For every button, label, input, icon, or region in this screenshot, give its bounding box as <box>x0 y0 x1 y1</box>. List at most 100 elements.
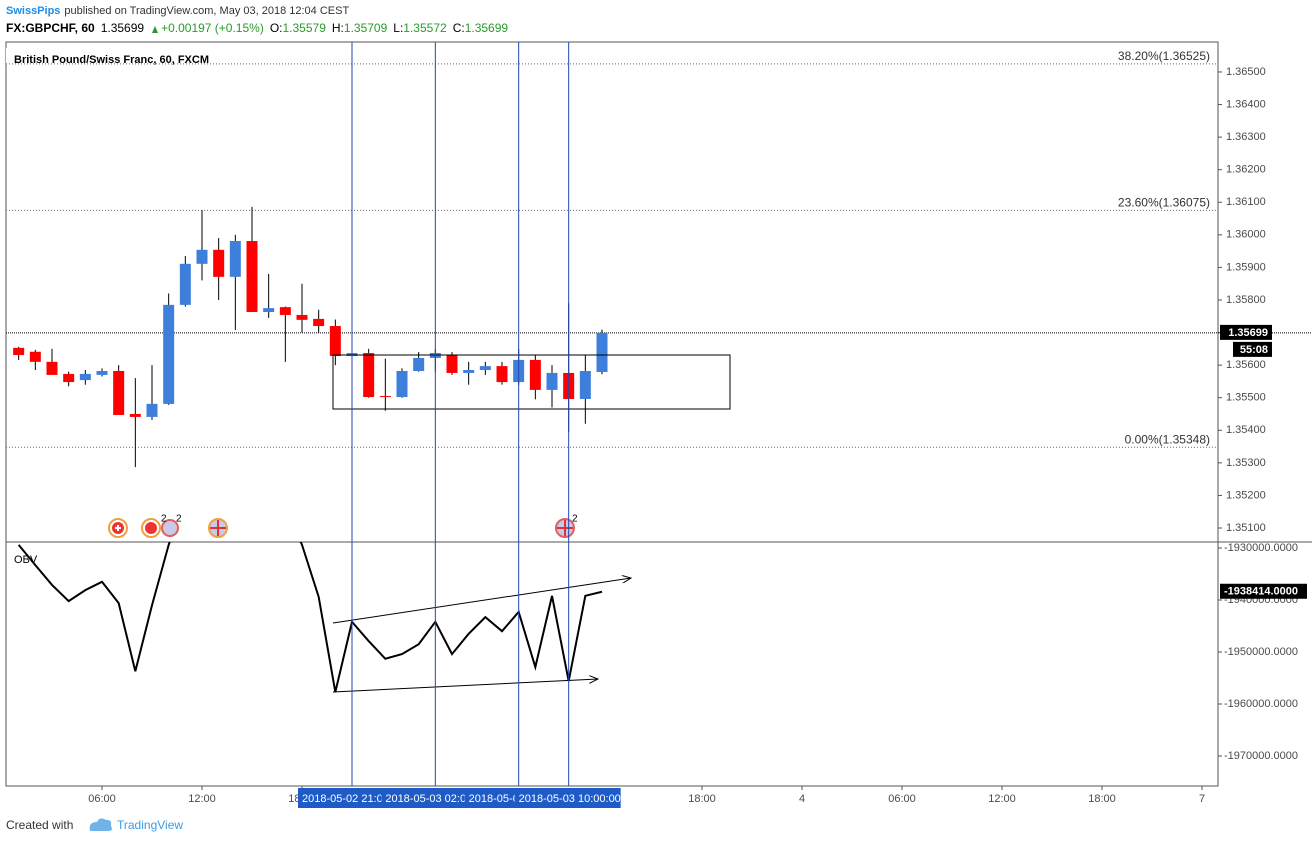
candle-body <box>29 351 41 362</box>
event-icon[interactable] <box>161 519 179 537</box>
event-badge: 2 <box>176 514 182 525</box>
candle-body <box>146 403 158 417</box>
x-tick-label: 12:00 <box>188 793 216 805</box>
candle-body <box>313 318 325 327</box>
time-label-box <box>514 788 621 808</box>
candle-body <box>213 249 225 277</box>
y-tick-label: 1.35200 <box>1226 489 1266 501</box>
countdown: 55:08 <box>1240 344 1268 356</box>
chart-frame <box>5 41 1219 787</box>
title-bg <box>6 48 236 64</box>
y-tick-label: -1960000.0000 <box>1224 698 1298 710</box>
field-label: O: <box>270 21 283 35</box>
y-tick-label: 1.35300 <box>1226 457 1266 469</box>
x-tick-label: 06:00 <box>888 793 916 805</box>
candle-body <box>579 370 591 400</box>
candle-body <box>79 373 91 381</box>
candle-body <box>363 353 375 398</box>
quote-line: FX:GBPCHF, 60 1.35699 +0.00197 (+0.15%) O:1… <box>6 21 508 35</box>
time-label: 2018-05-03 10:00:00 <box>519 793 621 805</box>
obv-line <box>17 542 603 693</box>
candle-body <box>196 249 208 264</box>
brand[interactable]: TradingView <box>117 818 183 832</box>
trend-arrow <box>332 679 598 693</box>
obv-pane <box>17 542 603 693</box>
event-icon <box>115 525 121 531</box>
candle-body <box>129 413 141 417</box>
candle-body <box>63 373 75 383</box>
candle-body <box>13 347 25 356</box>
y-tick-label: -1950000.0000 <box>1224 646 1298 658</box>
event-badge: 2 <box>572 514 578 525</box>
y-tick-label: 1.35600 <box>1226 359 1266 371</box>
event-icon <box>210 520 226 536</box>
author[interactable]: SwissPips <box>6 5 60 17</box>
candle-body <box>596 332 608 372</box>
time-label-box <box>298 788 404 808</box>
event-badge: 2 <box>161 514 167 525</box>
field-value: 1.35579 <box>283 21 327 35</box>
event-icon <box>557 520 573 536</box>
last-price-box <box>1220 324 1272 340</box>
field-value: 1.35572 <box>403 21 447 35</box>
y-tick-label: 1.36100 <box>1226 196 1266 208</box>
candle-body <box>413 357 425 371</box>
y-tick-label: 1.36500 <box>1226 66 1266 78</box>
candle-body <box>329 326 341 357</box>
y-tick-label: 1.35500 <box>1226 392 1266 404</box>
y-tick-label: 1.36300 <box>1226 131 1266 143</box>
last-price-label: 1.35699 <box>1228 327 1268 339</box>
field-label: L: <box>393 21 403 35</box>
last: 1.35699 <box>101 21 145 35</box>
x-tick-label: 4 <box>799 793 805 805</box>
price-title: British Pound/Swiss Franc, 60, FXCM <box>14 54 209 66</box>
y-tick-label: 1.35900 <box>1226 261 1266 273</box>
events: 2 2 2 <box>108 514 578 538</box>
candle-body <box>496 366 508 383</box>
x-tick-label: 18:00 <box>688 793 716 805</box>
last-value-label: -1938414.0000 <box>1224 586 1298 598</box>
field-value: 1.35699 <box>465 21 509 35</box>
candle-body <box>163 304 175 404</box>
candle-body <box>463 370 475 373</box>
candle-body <box>396 370 408 398</box>
candle-body <box>229 241 241 277</box>
time-label: 2018-05-03 02:00:00 <box>385 793 487 805</box>
fib-label: 23.60%(1.36075) <box>1118 196 1210 210</box>
field-label: C: <box>453 21 465 35</box>
symbol: FX:GBPCHF, 60 <box>6 21 95 35</box>
fib-label: 0.00%(1.35348) <box>1125 432 1210 446</box>
time-label-box <box>381 788 488 808</box>
candle-body <box>546 372 558 390</box>
candle-body <box>279 307 291 315</box>
candle-body <box>379 396 391 398</box>
y-tick-label: 1.36400 <box>1226 98 1266 110</box>
up-arrow <box>152 26 158 33</box>
candle-body <box>246 241 258 313</box>
footer-text: Created with <box>6 818 73 832</box>
y-tick-label: 1.35800 <box>1226 294 1266 306</box>
brand-logo <box>89 818 112 831</box>
x-tick-label: 18:00 <box>1088 793 1116 805</box>
x-tick-label: 7 <box>1199 793 1205 805</box>
fib-label: 38.20%(1.36525) <box>1118 49 1210 63</box>
y-tick-label: 1.35400 <box>1226 424 1266 436</box>
candle-body <box>479 366 491 371</box>
candle-body <box>179 263 191 305</box>
candle-body <box>113 370 125 415</box>
y-tick-label: 1.35100 <box>1226 522 1266 534</box>
price-pane <box>6 63 1218 468</box>
axes: 1.36500 1.36400 1.36300 1.36200 1.36100 1.360… <box>6 66 1312 808</box>
field-label: H: <box>332 21 344 35</box>
published: published on TradingView.com, May 03, 20… <box>64 5 349 17</box>
field-value: 1.35709 <box>344 21 388 35</box>
change: +0.00197 (+0.15%) <box>161 21 264 35</box>
x-tick-label: 06:00 <box>88 793 116 805</box>
last-value-box <box>1220 583 1307 599</box>
y-tick-label: 1.36000 <box>1226 229 1266 241</box>
trend-arrow <box>332 578 631 624</box>
candle-body <box>96 370 108 375</box>
candle-body <box>263 308 275 313</box>
